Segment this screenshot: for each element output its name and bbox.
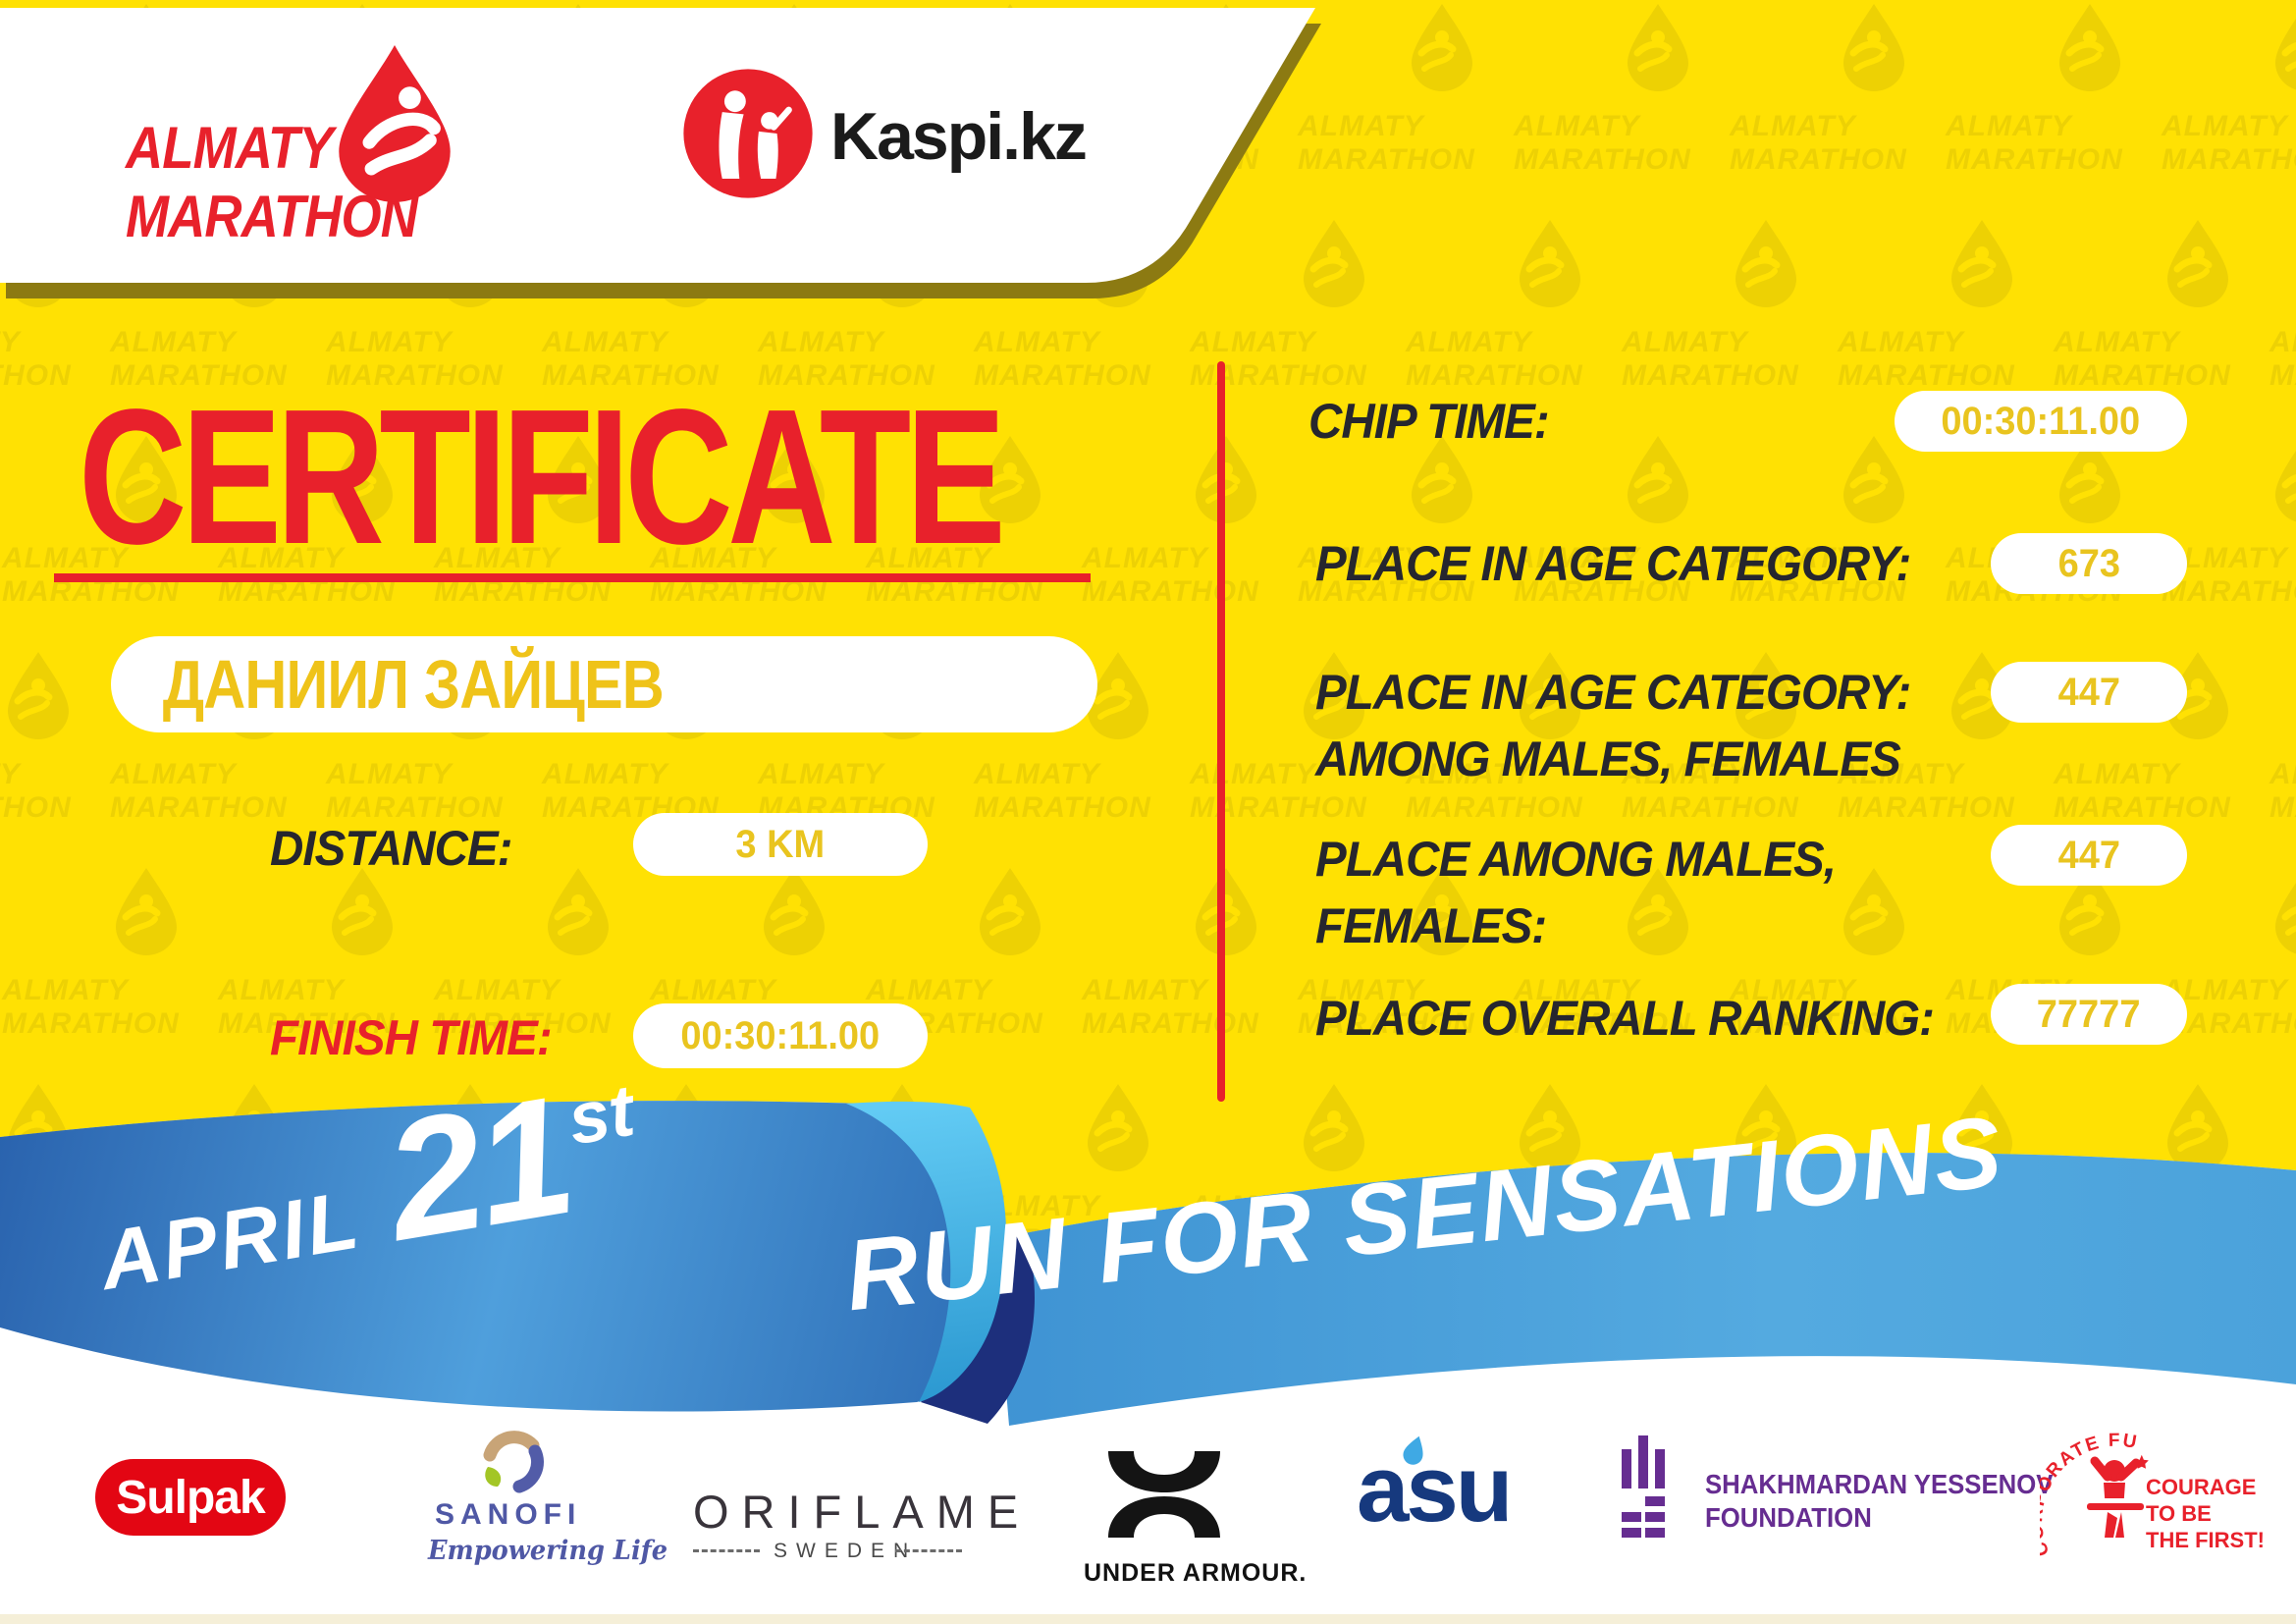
sulpak-text: Sulpak	[116, 1471, 265, 1524]
vertical-divider	[1217, 361, 1225, 1102]
distance-value: 3 KM	[735, 822, 826, 866]
place-gender-value: 447	[2057, 833, 2120, 877]
svg-text:CORPORATE FUND: CORPORATE FUND	[2040, 1432, 2140, 1559]
place-age-gender-pill: 447	[1991, 662, 2187, 723]
asu-droplet-icon	[1403, 1435, 1423, 1465]
finish-time-value: 00:30:11.00	[680, 1013, 881, 1057]
event-day: 21	[373, 1060, 583, 1276]
under-armour-icon	[1108, 1451, 1220, 1538]
chip-time-label: CHIP TIME:	[1308, 394, 1550, 449]
yessenov-foundation-icon	[1622, 1435, 1665, 1538]
title-underline	[54, 573, 1091, 582]
sponsor-under-armour-logo: UNDER ARMOUR.	[1084, 1559, 1308, 1587]
place-age-gender-label-line2: AMONG MALES, FEMALES	[1315, 731, 1901, 786]
certificate-title: CERTIFICATE	[79, 369, 1006, 584]
place-gender-label-line1: PLACE AMONG MALES,	[1315, 832, 1837, 887]
ribbon-fold-curl	[846, 1101, 1007, 1402]
distance-value-pill: 3 KM	[633, 813, 928, 876]
header-panel	[0, 8, 1315, 283]
place-age-gender-label-line1: PLACE IN AGE CATEGORY:	[1315, 665, 1911, 720]
almaty-marathon-runner-icon	[339, 45, 451, 202]
kaspi-logo-text: Kaspi.kz	[830, 99, 1088, 174]
sponsor-sanofi-logo: SANOFI	[435, 1498, 582, 1531]
sponsor-yessenov-line2: FOUNDATION	[1705, 1502, 1872, 1533]
place-age-category-label: PLACE IN AGE CATEGORY:	[1315, 536, 1911, 591]
event-day-suffix: st	[561, 1068, 640, 1161]
place-overall-label: PLACE OVERALL RANKING:	[1315, 991, 1935, 1046]
oriflame-dash-left	[693, 1549, 760, 1552]
courage-arc-text: CORPORATE FUND	[2040, 1432, 2138, 1559]
courage-text-line3: THE FIRST!	[2146, 1528, 2265, 1552]
ribbon-left-band	[0, 1101, 1004, 1412]
sanofi-tagline: Empowering Life	[428, 1536, 668, 1566]
distance-label: DISTANCE:	[270, 821, 512, 876]
ribbon-right-band	[993, 1153, 2296, 1426]
finish-time-label: FINISH TIME:	[270, 1010, 553, 1065]
bottom-edge-strip	[0, 1614, 2296, 1624]
courage-text-line1: COURAGE	[2146, 1475, 2257, 1499]
place-age-category-value: 673	[2057, 541, 2120, 585]
courage-text-line2: TO BE	[2146, 1501, 2212, 1526]
almaty-marathon-logo-line1: ALMATY	[126, 115, 334, 181]
sponsor-sulpak-logo: Sulpak	[95, 1459, 286, 1536]
participant-name: ДАНИИЛ ЗАЙЦЕВ	[162, 646, 665, 723]
chip-time-value: 00:30:11.00	[1941, 399, 2141, 443]
place-age-category-pill: 673	[1991, 533, 2187, 594]
kaspi-icon	[683, 69, 813, 198]
courage-fund-icon: CORPORATE FUND	[2040, 1432, 2149, 1559]
oriflame-country: SWEDEN	[774, 1540, 918, 1562]
oriflame-dash-right	[895, 1549, 962, 1552]
sanofi-swirl-icon	[483, 1431, 544, 1493]
finish-time-value-pill: 00:30:11.00	[633, 1003, 928, 1068]
participant-name-field: ДАНИИЛ ЗАЙЦЕВ	[111, 636, 1097, 732]
sponsor-yessenov-line1: SHAKHMARDAN YESSENOV	[1705, 1469, 2054, 1499]
chip-time-pill: 00:30:11.00	[1895, 391, 2187, 452]
yellow-field-watermark	[0, 0, 2296, 1239]
place-gender-pill: 447	[1991, 825, 2187, 886]
place-gender-label-line2: FEMALES:	[1315, 898, 1547, 953]
place-overall-pill: 77777	[1991, 984, 2187, 1045]
place-age-gender-value: 447	[2057, 670, 2120, 714]
sponsor-oriflame-logo: ORIFLAME	[693, 1486, 1032, 1538]
place-overall-value: 77777	[2037, 992, 2141, 1036]
sponsor-asu-logo: asu	[1357, 1436, 1513, 1542]
